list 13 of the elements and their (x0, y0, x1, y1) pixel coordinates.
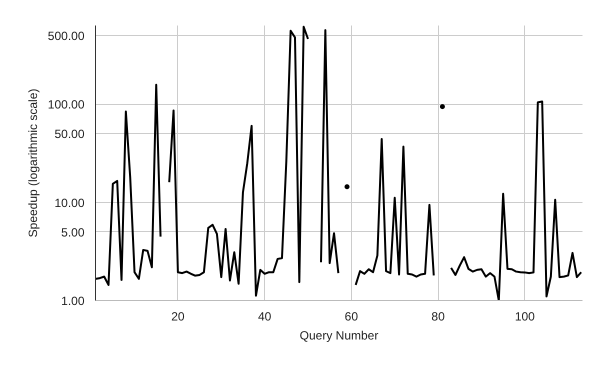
x-axis-title: Query Number (300, 328, 378, 342)
x-tick-label: 60 (344, 310, 358, 324)
y-axis-title: Speedup (logarithmic scale) (26, 88, 40, 238)
y-tick-label: 100.00 (48, 98, 85, 112)
x-tick-label: 80 (431, 310, 446, 324)
y-tick-label: 50.00 (54, 127, 85, 142)
y-tick-label: 500.00 (48, 28, 85, 43)
y-tick-label: 5.00 (61, 225, 85, 240)
y-tick-label: 1.00 (61, 294, 85, 308)
y-tick-label: 10.00 (54, 196, 85, 210)
x-tick-label: 100 (514, 310, 536, 324)
x-tick-label: 20 (171, 310, 185, 324)
x-tick-label: 40 (258, 310, 272, 324)
